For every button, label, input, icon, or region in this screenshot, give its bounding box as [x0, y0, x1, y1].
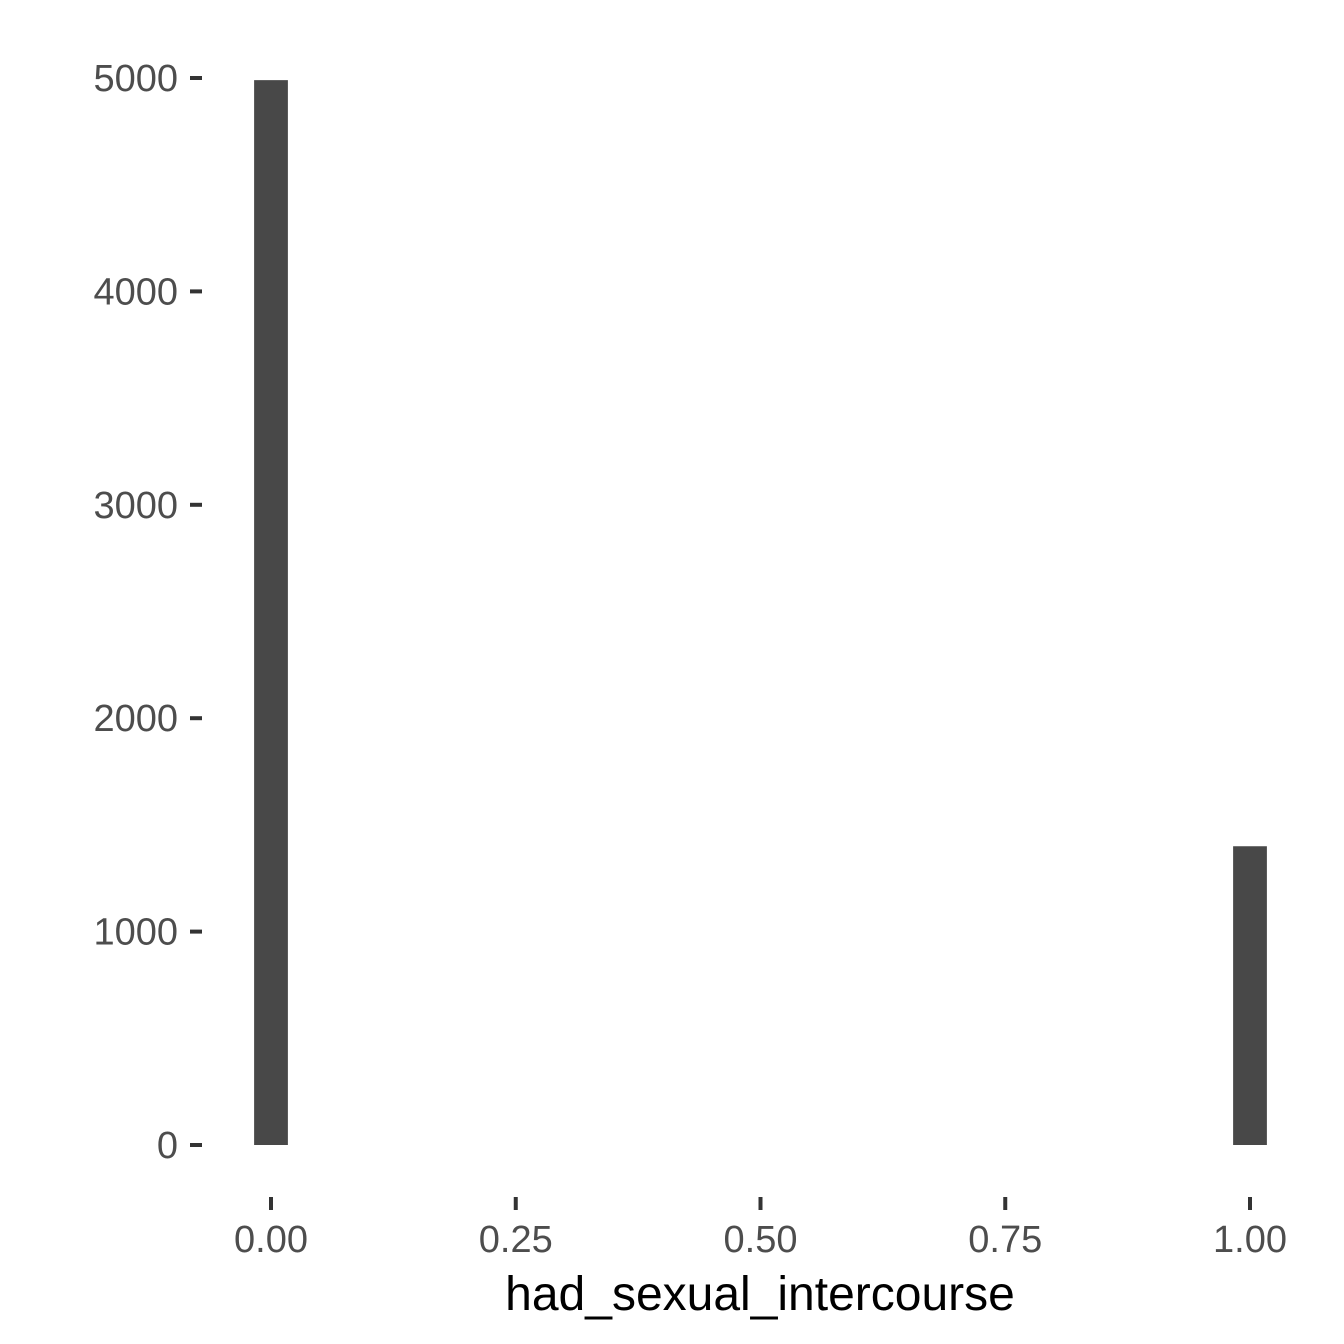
- histogram-bar-1: [1233, 846, 1267, 1145]
- y-tick-label-3: 3000: [93, 485, 178, 527]
- bars-layer: [254, 80, 1267, 1145]
- x-tick-label-3: 0.75: [968, 1219, 1042, 1261]
- histogram-bar-0: [254, 80, 288, 1145]
- y-tick-label-4: 4000: [93, 271, 178, 313]
- x-tick-label-4: 1.00: [1213, 1219, 1287, 1261]
- x-axis: 0.00 0.25 0.50 0.75 1.00: [234, 1197, 1287, 1261]
- x-tick-label-0: 0.00: [234, 1219, 308, 1261]
- x-tick-label-2: 0.50: [724, 1219, 798, 1261]
- y-tick-label-1: 1000: [93, 912, 178, 954]
- y-tick-label-0: 0: [157, 1125, 178, 1167]
- y-tick-label-5: 5000: [93, 58, 178, 100]
- x-tick-label-1: 0.25: [479, 1219, 553, 1261]
- y-axis: 0 1000 2000 3000 4000 5000: [93, 58, 202, 1167]
- x-axis-title: had_sexual_intercourse: [505, 1268, 1015, 1321]
- y-tick-label-2: 2000: [93, 698, 178, 740]
